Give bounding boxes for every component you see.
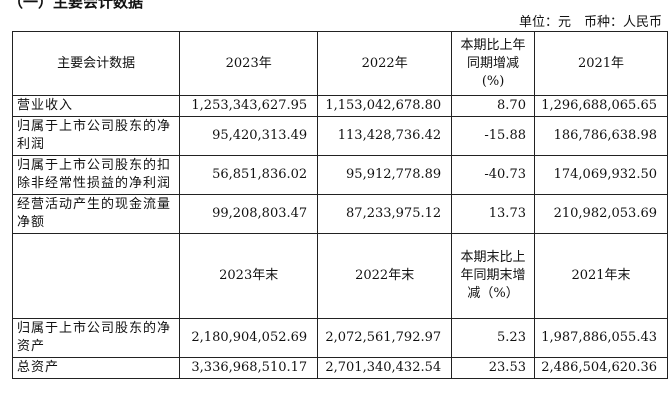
- header-row: 主要会计数据 2023年 2022年 本期比上年同期增减(%) 2021年: [11, 31, 669, 96]
- value-cell: 87,233,975.12: [317, 194, 453, 234]
- value-cell: 1,253,343,627.95: [179, 95, 319, 117]
- unit-note: 单位：元 币种：人民币: [518, 15, 662, 30]
- data-row: 总资产 3,336,968,510.17 2,701,340,432.54 23.53…: [11, 357, 669, 379]
- value-cell: 3,336,968,510.17: [179, 357, 319, 379]
- header-cell: 2022年末: [317, 233, 453, 319]
- header-cell: 主要会计数据: [11, 31, 181, 96]
- value-cell: 2,180,904,052.69: [179, 318, 319, 358]
- data-row: 经营活动产生的现金流量净额 99,208,803.47 87,233,975.12 1…: [11, 194, 669, 234]
- value-cell: 56,851,836.02: [179, 155, 319, 195]
- header-cell: 本期末比上年同期末增减（%）: [451, 233, 535, 319]
- accounting-table: 主要会计数据 2023年 2022年 本期比上年同期增减(%) 2021年 营业收入 1,2…: [11, 31, 669, 379]
- value-cell: 1,987,886,055.43: [533, 318, 669, 358]
- data-row: 归属于上市公司股东的净资产 2,180,904,052.69 2,072,561,7…: [11, 318, 669, 358]
- header-cell: 2023年: [179, 31, 319, 96]
- value-cell: 1,296,688,065.65: [533, 95, 669, 117]
- value-cell: 95,912,778.89: [317, 155, 453, 195]
- value-cell: 174,069,932.50: [533, 155, 669, 195]
- header-cell: 本期比上年同期增减(%): [451, 31, 535, 96]
- value-cell: 1,153,042,678.80: [317, 95, 453, 117]
- value-cell: 2,486,504,620.36: [533, 357, 669, 379]
- row-label: 归属于上市公司股东的扣除非经常性损益的净利润: [11, 155, 181, 195]
- value-cell: 2,701,340,432.54: [317, 357, 453, 379]
- value-cell: -40.73: [451, 155, 535, 195]
- header-cell: 2022年: [317, 31, 453, 96]
- data-row: 归属于上市公司股东的扣除非经常性损益的净利润 56,851,836.02 95,91…: [11, 155, 669, 195]
- value-cell: 13.73: [451, 194, 535, 234]
- value-cell: 113,428,736.42: [317, 116, 453, 156]
- table-body: 主要会计数据 2023年 2022年 本期比上年同期增减(%) 2021年 营业收入 1,2…: [11, 31, 669, 379]
- section-title: （一）主要会计数据: [8, 0, 144, 11]
- value-cell: 99,208,803.47: [179, 194, 319, 234]
- value-cell: -15.88: [451, 116, 535, 156]
- data-row: 营业收入 1,253,343,627.95 1,153,042,678.80 8.70…: [11, 95, 669, 117]
- row-label: 归属于上市公司股东的净利润: [11, 116, 181, 156]
- header-cell: 2021年: [533, 31, 669, 96]
- header-cell: 2023年末: [179, 233, 319, 319]
- header-row: 2023年末 2022年末 本期末比上年同期末增减（%） 2021年末: [11, 233, 669, 319]
- value-cell: 186,786,638.98: [533, 116, 669, 156]
- value-cell: 2,072,561,792.97: [317, 318, 453, 358]
- value-cell: 95,420,313.49: [179, 116, 319, 156]
- value-cell: 8.70: [451, 95, 535, 117]
- header-cell: 2021年末: [533, 233, 669, 319]
- row-label: 归属于上市公司股东的净资产: [11, 318, 181, 358]
- row-label: 总资产: [11, 357, 181, 379]
- row-label: 营业收入: [11, 95, 181, 117]
- value-cell: 23.53: [451, 357, 535, 379]
- value-cell: 210,982,053.69: [533, 194, 669, 234]
- value-cell: 5.23: [451, 318, 535, 358]
- header-cell: [11, 233, 181, 319]
- row-label: 经营活动产生的现金流量净额: [11, 194, 181, 234]
- data-row: 归属于上市公司股东的净利润 95,420,313.49 113,428,736.42…: [11, 116, 669, 156]
